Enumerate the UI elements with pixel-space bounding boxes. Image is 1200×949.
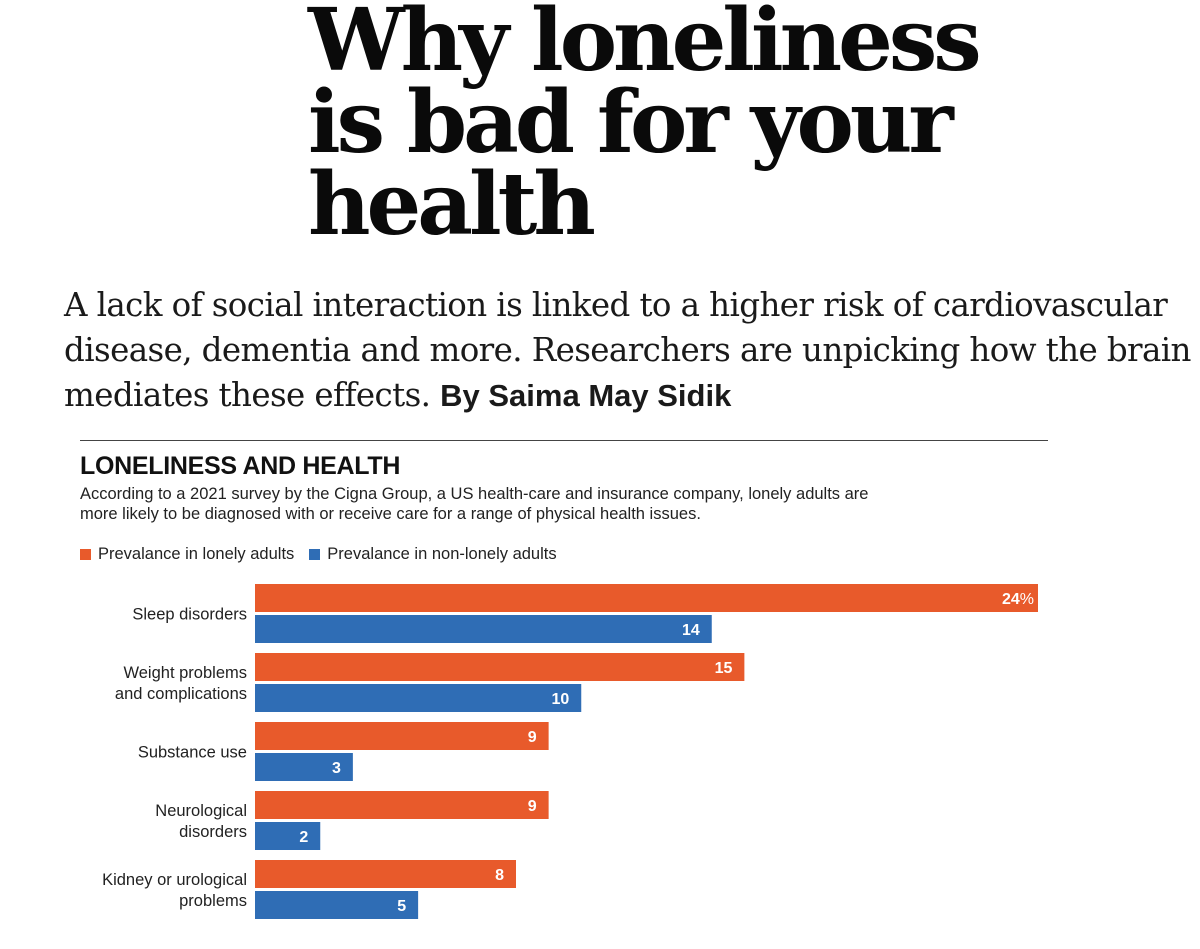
category-label-line: and complications xyxy=(115,685,247,703)
bar-lonely xyxy=(255,653,745,681)
category-label-line: problems xyxy=(179,892,247,910)
legend-item-non-lonely: Prevalance in non-lonely adults xyxy=(309,544,557,564)
chart-subtitle-line: According to a 2021 survey by the Cigna … xyxy=(80,485,869,503)
value-label: 3 xyxy=(332,760,341,777)
value-label: 9 xyxy=(528,798,537,815)
category-label-line: Weight problems xyxy=(123,664,247,682)
category-label: Neurological disorders xyxy=(155,802,247,841)
headline-line: is bad for your xyxy=(308,72,954,173)
legend-label-lonely: Prevalance in lonely adults xyxy=(98,544,295,563)
category-label-line: disorders xyxy=(179,823,247,841)
category-label: Weight problems and complications xyxy=(115,664,247,703)
byline: By Saima May Sidik xyxy=(440,378,732,413)
category-label: Kidney or urological problems xyxy=(102,871,247,910)
category-label-line: Sleep disorders xyxy=(132,606,247,624)
chart-subtitle-line: more likely to be diagnosed with or rece… xyxy=(80,505,701,523)
legend-swatch-non-lonely xyxy=(309,548,321,560)
legend-label-non-lonely: Prevalance in non-lonely adults xyxy=(327,544,557,563)
chart-subtitle: According to a 2021 survey by the Cigna … xyxy=(80,484,1060,524)
category-label-line: Substance use xyxy=(138,744,247,762)
value-label: 15 xyxy=(715,660,733,677)
bar-non-lonely xyxy=(255,891,419,919)
bar-lonely xyxy=(255,791,549,819)
bar-lonely xyxy=(255,584,1038,612)
headline-line: health xyxy=(308,154,596,255)
category-label: Substance use xyxy=(138,744,247,762)
category-label-line: Neurological xyxy=(155,802,247,820)
bar-non-lonely xyxy=(255,753,353,781)
value-label: 9 xyxy=(528,729,537,746)
standfirst-line: disease, dementia and more. Researchers … xyxy=(64,331,1191,369)
bar-lonely xyxy=(255,722,549,750)
standfirst: A lack of social interaction is linked t… xyxy=(64,283,1194,418)
chart-title: LONELINESS AND HEALTH xyxy=(80,452,401,480)
value-label: 5 xyxy=(397,898,406,915)
legend-swatch-lonely xyxy=(80,548,91,560)
section-divider xyxy=(80,440,1048,441)
value-label: 2 xyxy=(299,829,308,846)
bar-non-lonely xyxy=(255,684,582,712)
standfirst-text: mediates these effects. xyxy=(64,376,431,414)
legend-item-lonely: Prevalance in lonely adults xyxy=(80,545,294,564)
bar-non-lonely xyxy=(255,822,321,850)
standfirst-line: A lack of social interaction is linked t… xyxy=(64,286,1168,324)
value-suffix: % xyxy=(1020,591,1034,608)
value-label: 24% xyxy=(1002,591,1034,608)
headline: Why loneliness is bad for your health xyxy=(308,0,1008,255)
standfirst-line: mediates these effects. By Saima May Sid… xyxy=(64,373,1194,418)
value-label: 10 xyxy=(551,691,569,708)
bar-lonely xyxy=(255,860,516,888)
category-label-line: Kidney or urological xyxy=(102,871,247,889)
category-label: Sleep disorders xyxy=(132,606,247,624)
value-label: 14 xyxy=(682,622,700,639)
bar-non-lonely xyxy=(255,615,712,643)
chart-legend: Prevalance in lonely adults Prevalance i… xyxy=(80,544,572,564)
headline-line: Why loneliness xyxy=(308,0,982,91)
value-label: 8 xyxy=(495,867,504,884)
